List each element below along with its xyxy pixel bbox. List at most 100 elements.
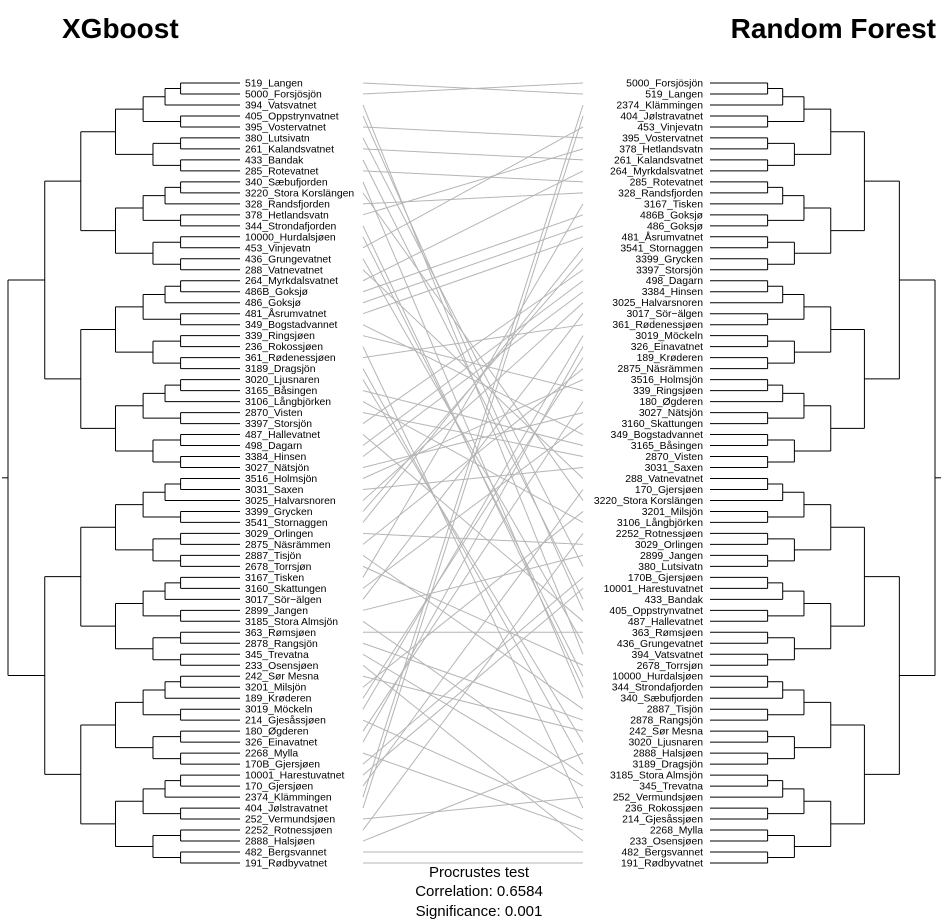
connector-line [362, 214, 584, 293]
left-leaf-label: 3397_Storsjön [245, 419, 312, 430]
connector-line [362, 565, 584, 666]
left-leaf-label: 3165_Båsingen [245, 385, 317, 397]
right-leaf-label: 3027_Nätsjön [639, 408, 703, 419]
left-leaf-label: 3220_Stora Korslängen [245, 188, 354, 199]
right-leaf-label: 2678_Torrsjøn [637, 661, 704, 672]
left-leaf-label: 487_Hallevatnet [245, 430, 320, 441]
left-leaf-label: 2374_Klämmingen [245, 793, 332, 804]
right-leaf-label: 233_Osensjøen [630, 837, 704, 848]
connector-line [362, 313, 584, 600]
right-leaf-label: 487_Hallevatnet [628, 617, 703, 628]
significance-value: Significance: 0.001 [416, 903, 543, 920]
right-leaf-label: 433_Bandak [645, 595, 704, 606]
connector-line [362, 467, 584, 490]
connector-line [362, 719, 584, 820]
left-leaf-label: 433_Bandak [245, 155, 304, 166]
left-leaf-label: 3516_Holmsjön [245, 474, 317, 485]
right-leaf-label: 2268_Mylla [650, 826, 703, 837]
right-leaf-label: 486_Goksjø [647, 221, 704, 232]
connector-line [362, 148, 584, 161]
connector-line [362, 225, 584, 304]
connector-line [362, 203, 584, 578]
right-leaf-label: 2887_Tisjön [647, 705, 703, 716]
right-leaf-label: 236_Rokossjøen [625, 804, 703, 815]
connector-line [362, 269, 584, 424]
right-leaf-label: 436_Grungevatnet [617, 639, 703, 650]
right-leaf-label: 326_Einavatnet [631, 342, 703, 353]
left-leaf-label: 170_Gjersjøen [245, 782, 313, 793]
right-leaf-label: 361_Rødenessjøen [612, 320, 703, 331]
right-leaf-label: 3220_Stora Korslängen [594, 496, 703, 507]
left-leaf-label: 3020_Ljusnaren [245, 375, 320, 386]
correlation-value: Correlation: 0.6584 [415, 883, 543, 900]
right-leaf-label: 170B_Gjersjøen [628, 573, 703, 584]
right-leaf-label: 378_Hetlandsvatn [619, 144, 703, 155]
left-leaf-label: 261_Kalandsvatnet [245, 144, 334, 155]
right-leaf-label: 189_Krøderen [637, 353, 704, 364]
right-leaf-label: 3106_Långbjörken [617, 517, 703, 529]
right-leaf-label: 3516_Holmsjön [631, 375, 703, 386]
left-leaf-label: 2252_Rotnessjøen [245, 826, 332, 837]
left-leaf-label: 3031_Saxen [245, 485, 304, 496]
left-leaf-label: 288_Vatnevatnet [245, 265, 323, 276]
left-leaf-label: 328_Randsfjorden [245, 199, 330, 210]
right-leaf-label: 2888_Halsjøen [633, 749, 703, 760]
right-leaf-label: 180_Øgderen [639, 397, 703, 408]
connector-line [362, 752, 584, 842]
right-dendrogram [710, 82, 941, 864]
left-leaf-label: 3106_Långbjörken [245, 396, 331, 408]
right-leaf-label: 394_Vatsvatnet [632, 650, 704, 661]
left-leaf-label: 380_Lutsivatn [245, 133, 310, 144]
right-leaf-label: 363_Rømsjøen [632, 628, 703, 639]
left-leaf-label: 394_Vatsvatnet [245, 100, 317, 111]
connector-line [362, 533, 584, 831]
right-leaf-label: 3031_Saxen [645, 463, 704, 474]
left-leaf-label: 5000_Forsjösjön [245, 89, 322, 100]
right-leaf-label: 2875_Näsrämmen [618, 364, 704, 375]
connector-line [362, 291, 584, 457]
right-leaf-label: 10000_Hurdalsjøen [612, 672, 703, 683]
connector-line [362, 379, 584, 743]
left-leaf-label: 3541_Stornaggen [245, 518, 328, 529]
connector-line [362, 379, 584, 479]
left-leaf-label: 170B_Gjersjøen [245, 760, 320, 771]
connector-line [362, 236, 584, 315]
right-leaf-label: 3189_Dragsjön [633, 760, 704, 771]
left-leaf-labels: 519_Langen5000_Forsjösjön394_Vatsvatnet4… [245, 79, 354, 870]
left-leaf-label: 236_Rokossjøen [245, 342, 323, 353]
right-leaf-label: 242_Sør Mesna [629, 727, 703, 738]
connector-line [362, 423, 584, 589]
left-dendrogram [2, 82, 240, 864]
left-tree-title: XGboost [62, 13, 179, 44]
right-leaf-label: 380_Lutsivatn [638, 562, 703, 573]
left-leaf-label: 482_Bergsvannet [245, 848, 327, 859]
left-leaf-label: 326_Einavatnet [245, 738, 317, 749]
right-leaf-label: 2899_Jangen [640, 551, 703, 562]
left-leaf-label: 486_Goksjø [245, 298, 302, 309]
left-leaf-label: 486B_Goksjø [245, 287, 309, 298]
right-leaf-label: 2252_Rotnessjøen [616, 529, 703, 540]
right-leaf-label: 339_Ringsjøen [633, 386, 703, 397]
connector-line [362, 489, 584, 787]
right-leaf-label: 498_Dagarn [646, 276, 703, 287]
right-leaf-label: 3399_Grycken [635, 254, 703, 265]
connector-line [362, 390, 584, 447]
connector-line [362, 620, 584, 776]
right-leaf-label: 405_Oppstrynvatnet [609, 606, 703, 617]
right-leaf-label: 3201_Milsjön [642, 507, 703, 518]
left-leaf-label: 345_Trevatna [245, 650, 309, 661]
left-leaf-label: 3384_Hinsen [245, 452, 306, 463]
left-leaf-label: 233_Osensjøen [245, 661, 319, 672]
connector-line [362, 412, 584, 458]
left-leaf-label: 339_Ringsjøen [245, 331, 315, 342]
right-leaf-label: 191_Rødbyvatnet [621, 859, 703, 870]
connector-line [362, 115, 584, 809]
connector-line [362, 532, 584, 545]
left-leaf-label: 180_Øgderen [245, 727, 309, 738]
connector-line [362, 675, 584, 732]
connector-line [362, 511, 584, 688]
left-leaf-label: 2870_Visten [245, 408, 303, 419]
right-leaf-label: 3160_Skattungen [622, 419, 704, 430]
connector-line [362, 82, 584, 95]
